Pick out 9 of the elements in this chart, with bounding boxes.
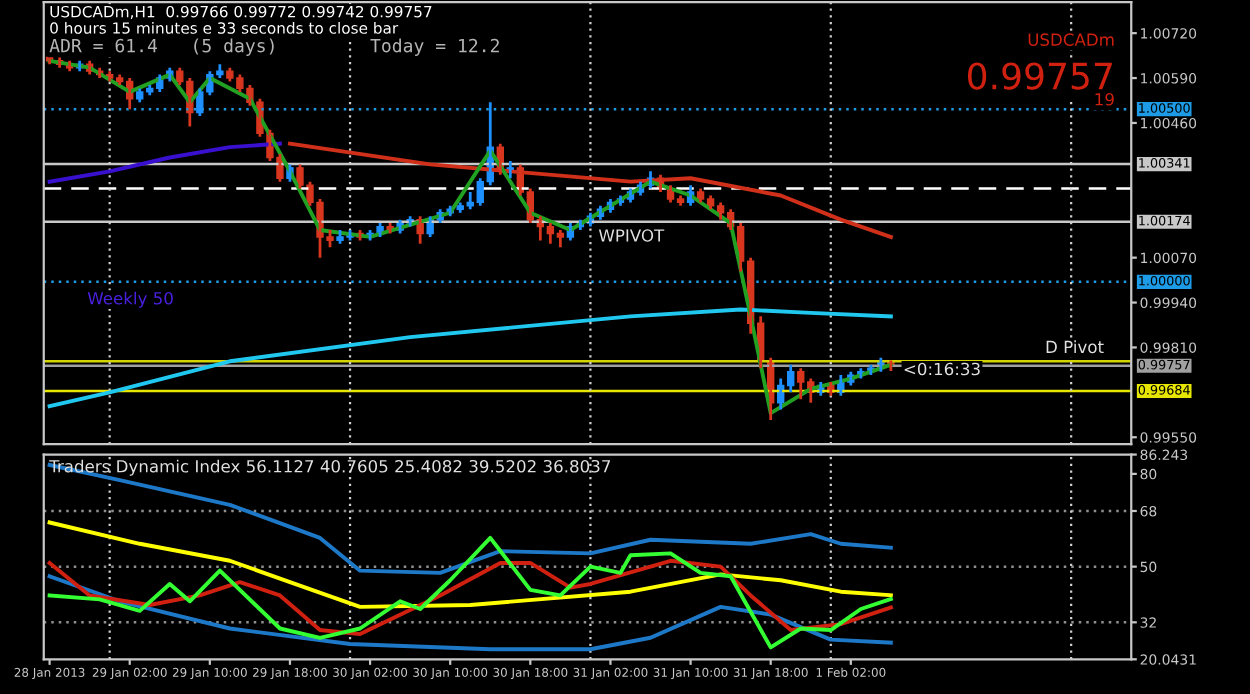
annotation: <0:16:33 [904, 362, 980, 376]
annotation: WPIVOT [598, 229, 665, 242]
annotation: Weekly 50 [87, 291, 173, 308]
annotation: ADR = 61.4 (5 days) [49, 38, 274, 56]
annotation: 19 [1095, 93, 1114, 106]
annotation: 0.99757 [967, 62, 1112, 90]
annotation: D Pivot [1046, 340, 1104, 354]
annotation: Today = 12.2 [370, 38, 499, 56]
annotation: USDCADm [1028, 33, 1114, 46]
